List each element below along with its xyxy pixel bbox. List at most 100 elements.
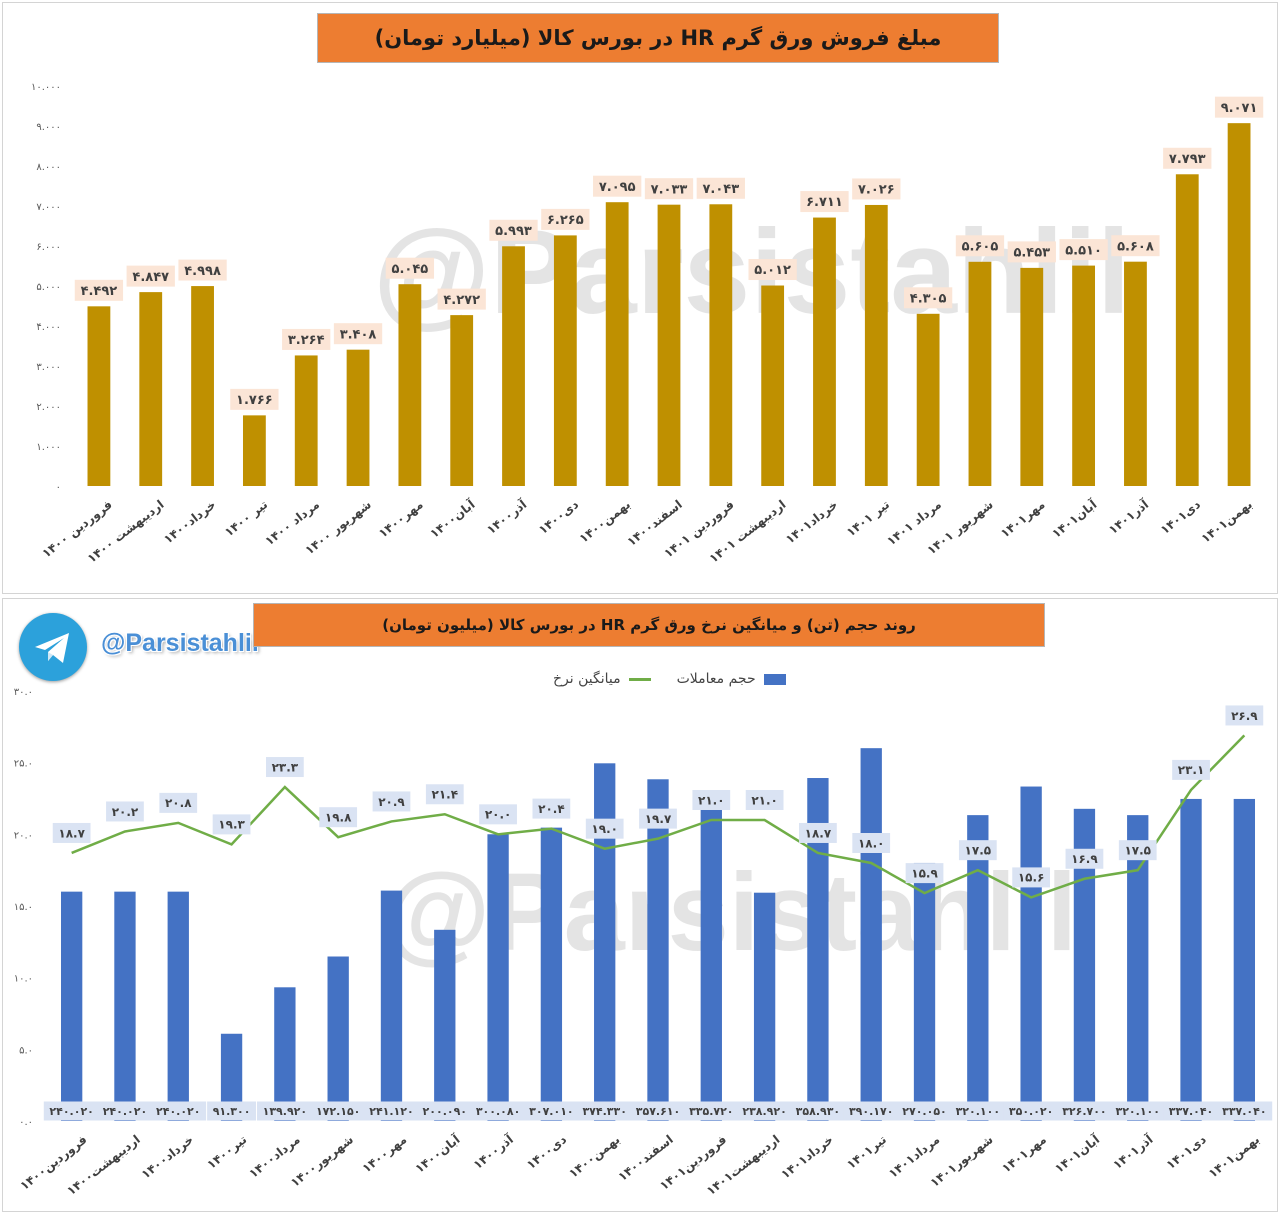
- line-data-label-bg: [639, 808, 677, 829]
- bar-data-label: ۳۲۰.۱۰۰: [1116, 1105, 1160, 1118]
- bar: [913, 862, 936, 1121]
- x-tick-label: دی۱۴۰۱: [1164, 1132, 1209, 1172]
- y-tick-label: ۱.۰۰۰: [36, 442, 61, 453]
- legend-item-volume: حجم معاملات: [677, 671, 786, 687]
- line-data-label: ۱۷.۵: [965, 843, 992, 857]
- bar: [242, 415, 266, 486]
- bar: [114, 891, 136, 1121]
- bar-data-label-bg: [896, 1101, 953, 1121]
- bar: [540, 827, 563, 1121]
- data-label: ۵.۰۴۵: [392, 262, 429, 277]
- bar-data-label-bg: [150, 1101, 207, 1121]
- bar-data-label: ۳۳۵.۷۲۰: [689, 1105, 733, 1118]
- line-data-label-bg: [52, 822, 91, 843]
- bar: [502, 246, 525, 486]
- bar: [647, 779, 669, 1121]
- data-label: ۶.۲۶۵: [547, 213, 584, 228]
- bar: [191, 286, 214, 486]
- bar-data-label: ۲۷۰.۰۵۰: [902, 1105, 946, 1118]
- data-label: ۹.۰۷۱: [1221, 101, 1258, 116]
- bar: [1127, 815, 1149, 1121]
- bar: [380, 890, 403, 1121]
- bar-data-label-bg: [1216, 1101, 1273, 1121]
- line-data-label-bg: [958, 840, 997, 861]
- bar: [1124, 261, 1147, 486]
- data-label-bg: [126, 265, 175, 287]
- bar: [487, 834, 509, 1121]
- line-data-label: ۲۰.۹: [378, 795, 405, 809]
- bar-data-label-bg: [630, 1101, 686, 1121]
- bar-data-label-bg: [416, 1101, 473, 1121]
- bar-data-label-bg: [843, 1101, 900, 1121]
- sales-chart-panel: @Parsistahlil مبلغ فروش ورق گرم HR در بو…: [2, 2, 1278, 594]
- data-label: ۳.۴۰۸: [340, 327, 377, 342]
- data-label: ۴.۲۷۲: [443, 293, 480, 308]
- data-label: ۵.۶۰۵: [962, 239, 999, 254]
- y-tick-label: ۵.۰: [19, 1045, 33, 1056]
- price-line: [71, 734, 1246, 899]
- bar-data-label: ۳۵۰.۰۲۰: [1009, 1105, 1053, 1118]
- x-tick-label: بهمن۱۴۰۱: [1206, 1132, 1262, 1180]
- x-tick-label: آبان۱۴۰۰: [427, 496, 478, 541]
- data-label-bg: [696, 177, 745, 199]
- bar: [709, 204, 733, 486]
- bar: [967, 815, 989, 1121]
- bar-data-label-bg: [310, 1101, 367, 1121]
- bar-data-label: ۳۲۶.۷۰۰: [1062, 1105, 1106, 1118]
- bar-data-label-bg: [576, 1101, 633, 1121]
- line-data-label: ۲۰.۸: [165, 796, 192, 810]
- bar: [434, 929, 456, 1121]
- x-tick-label: مهر۱۴۰۱: [999, 1132, 1049, 1175]
- bar-data-label: ۳۳۷.۰۴۰: [1222, 1105, 1266, 1118]
- x-tick-label: تیر۱۴۰۱: [844, 1132, 889, 1171]
- bar: [761, 285, 785, 486]
- x-tick-label: مهر۱۴۰۰: [376, 497, 426, 540]
- y-tick-label: ۸.۰۰۰: [36, 162, 61, 173]
- x-tick-label: خرداد۱۴۰۰: [139, 1132, 196, 1181]
- line-data-label: ۱۵.۹: [911, 866, 938, 880]
- line-data-label: ۱۹.۳: [218, 818, 245, 832]
- bar-data-label: ۱۳۹.۹۲۰: [263, 1105, 307, 1118]
- data-label-bg: [644, 178, 694, 200]
- data-label: ۷.۰۳۳: [651, 182, 688, 197]
- bar: [605, 202, 629, 486]
- x-tick-label: تیر ۱۴۰۰: [222, 497, 270, 539]
- bar: [167, 891, 189, 1121]
- bar: [1020, 786, 1042, 1121]
- bar: [1227, 123, 1251, 486]
- telegram-handle[interactable]: @Parsistahlil: [101, 629, 259, 657]
- bar-data-label-bg: [1003, 1101, 1060, 1121]
- line-data-label: ۲۰.۰: [485, 808, 512, 822]
- line-data-label-bg: [1172, 759, 1210, 780]
- bar: [220, 1033, 243, 1121]
- bar-data-label: ۳۵۷.۶۱۰: [636, 1105, 680, 1118]
- data-label-bg: [852, 178, 901, 200]
- line-data-label-bg: [905, 863, 944, 884]
- bar-data-label-bg: [736, 1101, 793, 1121]
- legend-label-volume: حجم معاملات: [676, 671, 756, 687]
- data-label: ۵.۴۵۳: [1013, 246, 1050, 261]
- line-data-label: ۲۱.۴: [432, 788, 459, 802]
- bar: [1180, 798, 1202, 1121]
- data-label-bg: [1059, 239, 1108, 261]
- x-tick-label: آبان۱۴۰۱: [1052, 1131, 1103, 1176]
- data-label: ۵.۹۹۳: [495, 224, 532, 239]
- data-label: ۴.۸۴۷: [132, 270, 169, 285]
- data-label-bg: [748, 259, 797, 281]
- volume-price-chart-title: روند حجم (تن) و میانگین نرخ ورق گرم HR د…: [253, 603, 1045, 647]
- data-label-bg: [800, 191, 849, 213]
- bar-data-label: ۳۷۴.۳۳۰: [582, 1105, 626, 1118]
- line-data-label-bg: [106, 801, 144, 822]
- data-label-bg: [955, 235, 1005, 257]
- data-label-bg: [385, 257, 435, 279]
- y-tick-label: ۱۰.۰۰۰: [31, 82, 61, 93]
- x-tick-label: بهمن۱۴۰۱: [1199, 497, 1255, 545]
- bar-data-label-bg: [43, 1101, 100, 1121]
- bar-data-label: ۲۰۰.۰۹۰: [423, 1105, 467, 1118]
- y-tick-label: ۴.۰۰۰: [36, 322, 61, 333]
- legend-item-price: میانگین نرخ: [553, 671, 651, 687]
- line-data-label-bg: [159, 792, 198, 813]
- line-data-label-bg: [1012, 867, 1051, 888]
- bar-data-label-bg: [1163, 1101, 1219, 1121]
- line-data-label-bg: [852, 833, 891, 853]
